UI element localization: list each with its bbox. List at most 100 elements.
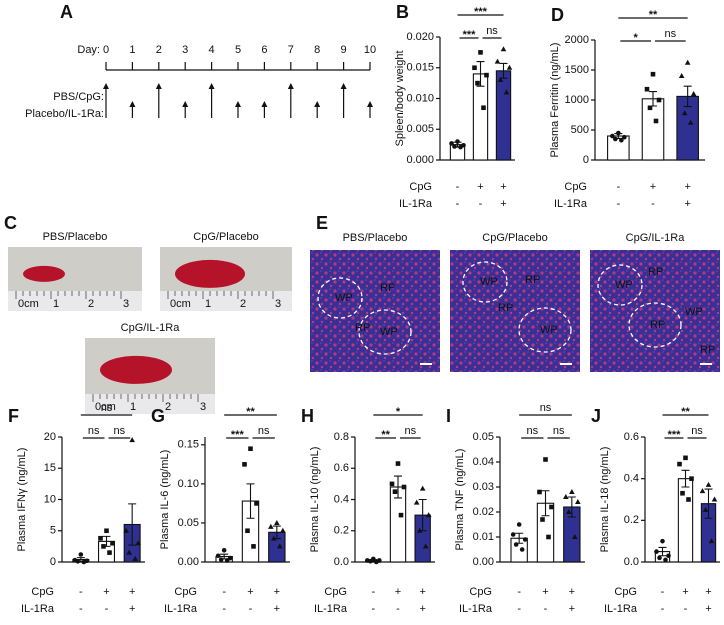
row-sign: +: [477, 181, 483, 193]
spleen: [100, 355, 172, 384]
data-point: [549, 504, 554, 510]
row-label: CpG: [614, 586, 637, 598]
data-point: [537, 489, 542, 495]
data-point: [398, 512, 404, 518]
data-point: [653, 118, 659, 124]
row-sign: -: [616, 181, 620, 193]
data-point: [650, 71, 656, 77]
data-point: [619, 137, 624, 143]
significance-label: ***: [668, 429, 682, 441]
row-sign: +: [274, 603, 280, 615]
y-tick-label: 1000: [565, 94, 589, 106]
row-sign: +: [247, 586, 253, 598]
y-tick-label: 0.6: [624, 431, 639, 443]
data-point: [683, 455, 688, 461]
y-tick-label: 0.00: [473, 556, 494, 568]
row-sign: +: [103, 586, 109, 598]
significance-label: *: [634, 32, 639, 44]
row-sign: -: [371, 603, 375, 615]
panel-label: B: [396, 2, 409, 22]
ruler-label: 1: [53, 298, 59, 310]
spleen: [175, 259, 245, 288]
row-label: CpG: [564, 181, 587, 193]
row-sign: +: [500, 181, 506, 193]
panel-label: J: [591, 406, 601, 426]
panel-label: F: [8, 406, 19, 426]
row-label: IL-1Ra: [604, 603, 638, 615]
data-point: [690, 91, 697, 96]
row-sign: +: [569, 586, 575, 598]
significance-label: *: [396, 406, 401, 418]
data-point: [475, 80, 480, 86]
y-tick-label: 2000: [565, 34, 589, 46]
data-point: [644, 86, 650, 92]
data-point: [510, 532, 516, 537]
significance-label: ns: [486, 25, 498, 37]
y-tick-label: 0.0: [624, 556, 639, 568]
row-sign: -: [651, 198, 655, 210]
data-point: [374, 559, 379, 565]
y-tick-label: 10: [44, 493, 56, 505]
data-point: [368, 558, 373, 564]
data-point: [546, 534, 551, 540]
data-point: [563, 494, 569, 499]
data-point: [419, 485, 426, 491]
row-sign: +: [684, 198, 690, 210]
white-pulp: [462, 261, 508, 303]
data-point: [110, 540, 115, 546]
row-sign: -: [249, 603, 253, 615]
y-tick-label: 500: [571, 124, 589, 136]
data-point: [699, 488, 706, 494]
region-label: RP: [700, 344, 715, 356]
significance-label: ns: [258, 425, 270, 437]
y-tick-label: 0.00: [178, 556, 199, 568]
significance-label: ***: [231, 429, 245, 441]
image-caption: CpG/Placebo: [482, 232, 547, 244]
y-tick-label: 0.15: [178, 439, 199, 451]
region-label: WP: [480, 276, 498, 288]
bar: [495, 70, 512, 161]
row-label: CpG: [31, 586, 54, 598]
data-point: [280, 527, 286, 533]
row-sign: +: [684, 181, 690, 193]
data-point: [543, 457, 548, 462]
white-pulp: [358, 309, 412, 355]
region-label: RP: [525, 274, 540, 286]
data-point: [78, 552, 84, 557]
data-point: [610, 133, 615, 139]
ruler-label: 3: [275, 298, 281, 310]
data-point: [484, 72, 489, 78]
region-label: RP: [380, 282, 395, 294]
data-point: [268, 523, 274, 529]
data-point: [663, 557, 668, 563]
row-sign: +: [705, 603, 711, 615]
photo-caption: CpG/Placebo: [193, 231, 258, 243]
data-point: [458, 144, 463, 150]
y-tick-label: 0.2: [334, 525, 349, 537]
data-point: [681, 110, 688, 116]
data-point: [422, 543, 429, 549]
row-sign: +: [682, 586, 688, 598]
photo-caption: PBS/Placebo: [43, 231, 108, 243]
data-point: [708, 538, 715, 544]
data-point: [425, 512, 432, 518]
data-point: [271, 535, 277, 541]
error-bar: [704, 488, 713, 519]
row-sign: -: [661, 603, 665, 615]
data-point: [702, 506, 709, 512]
day-number: 8: [314, 44, 320, 56]
y-tick-label: 0.01: [473, 531, 494, 543]
row-label: CpG: [324, 586, 347, 598]
data-point: [572, 534, 578, 539]
significance-label: ns: [540, 402, 552, 414]
day-number: 0: [103, 44, 109, 56]
y-tick-label: 5: [50, 525, 56, 537]
panel-label: A: [60, 2, 73, 22]
y-tick-label: 0.005: [406, 123, 434, 135]
y-axis-label: Plasma IL-18 (ng/mL): [599, 447, 611, 553]
data-point: [452, 144, 457, 149]
data-point: [472, 65, 477, 71]
panel-label: D: [551, 5, 564, 25]
data-point: [513, 542, 519, 547]
region-label: WP: [685, 306, 703, 318]
